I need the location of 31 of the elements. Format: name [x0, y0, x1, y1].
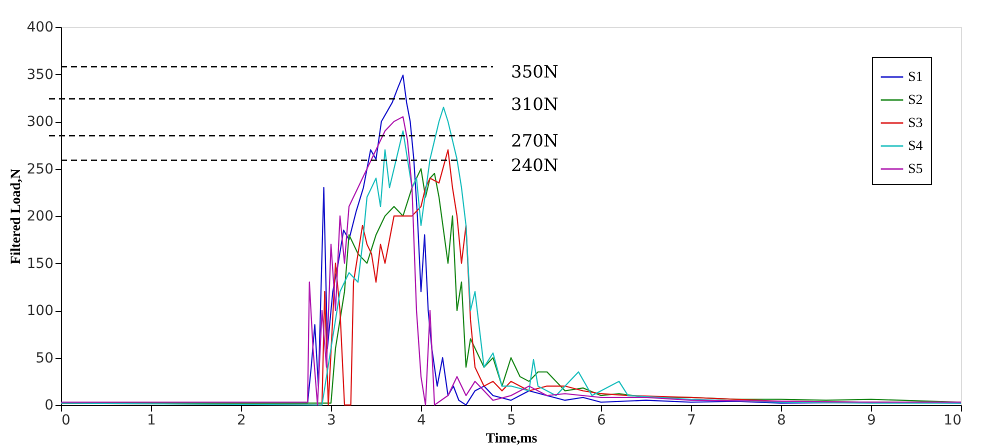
x-tick-label: 10: [944, 412, 962, 428]
x-tick-label: 7: [687, 412, 696, 428]
legend-label: S4: [908, 139, 923, 154]
x-tick-label: 9: [867, 412, 876, 428]
ref-line-label: 270N: [511, 132, 558, 152]
y-tick-label: 150: [26, 256, 54, 272]
y-tick-label: 50: [36, 350, 54, 366]
y-tick-label: 350: [26, 66, 54, 83]
x-tick-label: 1: [147, 412, 156, 428]
y-tick-label: 200: [26, 208, 54, 224]
ref-line-label: 240N: [511, 156, 558, 176]
y-tick-label: 400: [26, 20, 54, 36]
x-tick-label: 5: [507, 412, 516, 428]
legend-label: S1: [908, 70, 923, 85]
y-tick-label: 0: [44, 398, 54, 414]
x-axis-title: Time,ms: [486, 432, 538, 446]
x-tick-label: 3: [327, 412, 336, 428]
y-tick-label: 250: [26, 161, 54, 178]
x-tick-label: 2: [237, 412, 246, 428]
x-tick-label: 8: [777, 412, 786, 428]
legend-label: S2: [908, 93, 923, 108]
legend-label: S5: [908, 162, 923, 177]
y-tick-label: 300: [26, 114, 54, 130]
ref-line-label: 350N: [511, 62, 558, 83]
legend-label: S3: [908, 116, 923, 131]
x-tick-label: 6: [597, 412, 606, 428]
y-axis-title: Filtered Load,N: [8, 168, 24, 264]
ref-line-label: 310N: [511, 94, 558, 115]
y-tick-label: 100: [26, 303, 54, 319]
x-tick-label: 0: [62, 412, 70, 428]
x-tick-label: 4: [417, 412, 426, 428]
